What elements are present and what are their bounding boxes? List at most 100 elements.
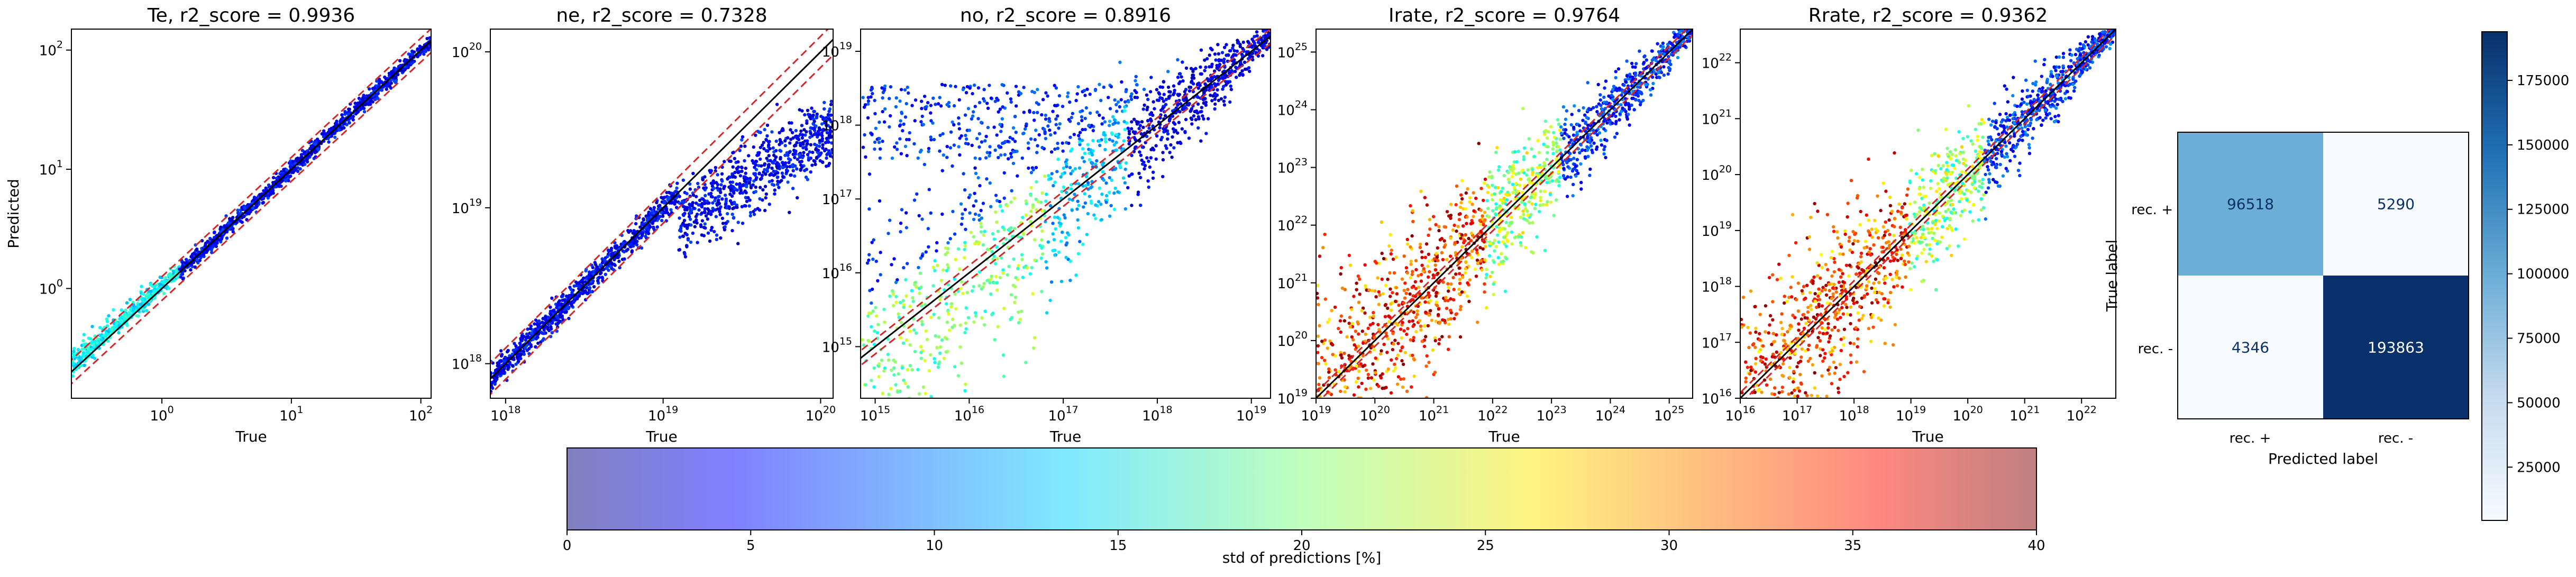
- scatter-point: [107, 314, 111, 318]
- scatter-point: [1027, 166, 1030, 170]
- scatter-point: [1030, 89, 1034, 94]
- scatter-point: [711, 179, 715, 183]
- scatter-point: [811, 113, 815, 117]
- scatter-point: [510, 364, 515, 368]
- scatter-point: [645, 230, 648, 234]
- scatter-point: [757, 130, 761, 134]
- scatter-point: [228, 217, 232, 221]
- scatter-point: [908, 329, 912, 333]
- scatter-point: [964, 137, 969, 141]
- panel-title: Te, r2_score = 0.9936: [147, 5, 355, 26]
- scatter-point: [981, 285, 985, 289]
- scatter-point: [873, 147, 876, 151]
- scatter-point: [1073, 193, 1076, 196]
- scatter-point: [1203, 82, 1207, 86]
- scatter-point: [585, 291, 589, 295]
- scatter-point: [1036, 144, 1039, 148]
- scatter-point: [1068, 120, 1072, 123]
- scatter-point: [1094, 203, 1098, 207]
- scatter-point: [115, 322, 118, 325]
- scatter-point: [1184, 96, 1188, 100]
- scatter-point: [1196, 102, 1200, 106]
- scatter-point: [871, 429, 874, 433]
- scatter-point: [127, 311, 131, 315]
- scatter-point: [1112, 207, 1117, 212]
- scatter-point: [961, 291, 965, 296]
- scatter-point: [910, 368, 914, 372]
- scatter-point: [1011, 137, 1015, 141]
- scatter-point: [527, 347, 531, 351]
- scatter-point: [1234, 53, 1238, 57]
- scatter-point: [1062, 185, 1066, 189]
- scatter-point: [698, 198, 702, 202]
- scatter-point: [1002, 196, 1006, 200]
- scatter-point: [772, 173, 775, 177]
- scatter-point: [1033, 258, 1037, 262]
- scatter-point: [799, 144, 802, 148]
- scatter-point: [1064, 255, 1068, 259]
- scatter-point: [993, 99, 998, 103]
- scatter-point: [1414, 268, 1418, 272]
- scatter-point: [1266, 33, 1269, 38]
- scatter-point: [1056, 141, 1059, 145]
- scatter-point: [765, 134, 769, 138]
- scatter-point: [195, 258, 199, 262]
- scatter-point: [618, 265, 622, 270]
- scatter-point: [707, 201, 711, 205]
- scatter-point: [682, 200, 686, 205]
- scatter-point: [1052, 184, 1055, 188]
- scatter-point: [296, 157, 299, 160]
- scatter-point: [211, 245, 215, 249]
- scatter-point: [802, 128, 806, 132]
- scatter-point: [655, 225, 659, 229]
- scatter-point: [140, 285, 143, 288]
- scatter-point: [867, 426, 870, 429]
- scatter-point: [979, 208, 983, 213]
- scatter-point: [1217, 59, 1221, 63]
- scatter-point: [1035, 151, 1039, 154]
- scatter-point: [1110, 131, 1114, 135]
- scatter-point: [706, 231, 710, 235]
- scatter-point: [996, 230, 1000, 233]
- scatter-point: [824, 128, 828, 132]
- scatter-point: [524, 346, 527, 350]
- scatter-point: [1690, 23, 1693, 26]
- scatter-point: [905, 226, 909, 230]
- scatter-point: [388, 84, 392, 88]
- scatter-point: [632, 244, 635, 248]
- scatter-point: [1168, 151, 1172, 154]
- scatter-point: [1025, 266, 1029, 270]
- scatter-point: [1118, 105, 1121, 109]
- scatter-point: [793, 155, 797, 159]
- scatter-point: [1179, 102, 1183, 106]
- scatter-point: [1011, 126, 1016, 130]
- scatter-point: [796, 196, 799, 200]
- scatter-point: [827, 109, 831, 113]
- scatter-point: [1368, 315, 1372, 319]
- scatter-point: [1044, 113, 1048, 117]
- scatter-point: [889, 85, 893, 89]
- scatter-point: [1008, 227, 1012, 231]
- scatter-point: [703, 222, 707, 226]
- scatter-point: [910, 289, 914, 292]
- scatter-point: [728, 180, 732, 184]
- scatter-point: [1164, 103, 1168, 106]
- scatter-point: [529, 324, 533, 328]
- scatter-point: [1344, 437, 1347, 441]
- scatter-point: [261, 200, 266, 205]
- scatter-point: [918, 291, 921, 295]
- scatter-point: [767, 154, 771, 158]
- scatter-point: [920, 217, 924, 221]
- scatter-point: [947, 328, 952, 332]
- scatter-point: [1080, 115, 1084, 119]
- scatter-point: [1194, 109, 1199, 113]
- scatter-point: [763, 127, 766, 132]
- scatter-point: [285, 168, 289, 172]
- scatter-point: [1586, 126, 1590, 131]
- scatter-point: [973, 212, 978, 216]
- scatter-point: [740, 138, 744, 142]
- scatter-point: [899, 320, 903, 324]
- scatter-point: [1170, 155, 1174, 159]
- scatter-point: [112, 308, 115, 312]
- scatter-point: [1527, 200, 1531, 204]
